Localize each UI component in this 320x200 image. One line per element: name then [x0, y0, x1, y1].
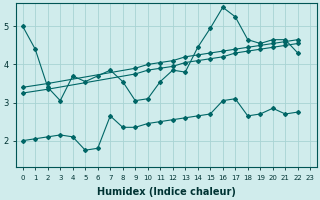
X-axis label: Humidex (Indice chaleur): Humidex (Indice chaleur) [97, 187, 236, 197]
